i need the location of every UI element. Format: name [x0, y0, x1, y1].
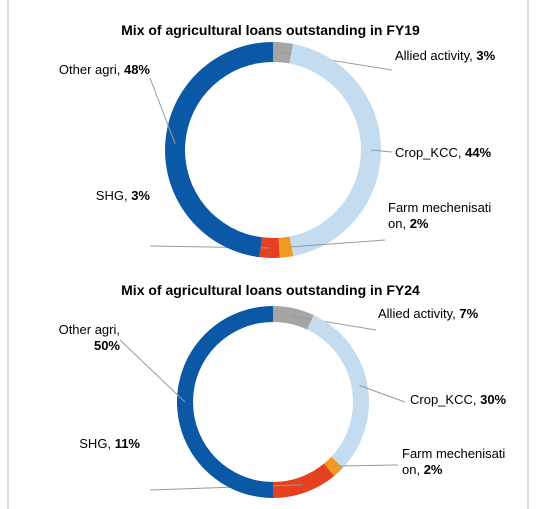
donut-slice — [289, 43, 382, 257]
category-label: Allied activity, — [378, 306, 456, 321]
donut-slice — [307, 315, 370, 468]
donut-slice — [164, 42, 273, 258]
category-label: Other agri, — [58, 322, 120, 337]
data-label: SHG, 3% — [40, 188, 150, 204]
category-label: Other agri, — [58, 62, 121, 77]
data-label: Crop_KCC, 30% — [410, 392, 510, 408]
value-label: 2% — [423, 462, 443, 477]
value-label: 50% — [93, 338, 120, 353]
leader-line — [292, 315, 377, 331]
category-label: Farm mechenisati on, — [388, 200, 492, 231]
leader-line — [119, 339, 186, 403]
category-label: Allied activity, — [395, 48, 473, 63]
value-label: 3% — [131, 188, 150, 203]
value-label: 30% — [480, 392, 507, 407]
category-label: SHG, — [79, 436, 112, 451]
chart-title: Mix of agricultural loans outstanding in… — [121, 22, 420, 38]
data-label: Farm mechenisati on, 2% — [388, 200, 498, 232]
data-label: Farm mechenisati on, 2% — [402, 446, 512, 478]
data-label: Allied activity, 7% — [378, 306, 488, 322]
donut-slice — [273, 463, 335, 498]
category-label: SHG, — [95, 188, 128, 203]
value-label: 48% — [123, 62, 150, 77]
value-label: 44% — [465, 145, 492, 160]
category-label: Farm mechenisati on, — [402, 446, 506, 477]
value-label: 2% — [409, 216, 429, 231]
value-label: 11% — [114, 436, 140, 451]
leader-line — [333, 464, 399, 467]
data-label: Crop_KCC, 44% — [395, 145, 535, 161]
donut-slice — [177, 306, 273, 498]
value-label: 7% — [459, 306, 479, 321]
leader-line — [149, 484, 303, 491]
data-label: Other agri, 50% — [30, 322, 120, 354]
value-label: 3% — [476, 48, 496, 63]
donut-slice — [273, 306, 314, 330]
leader-line — [285, 239, 386, 248]
category-label: Crop_KCC, — [410, 392, 477, 407]
leader-line — [359, 385, 406, 403]
data-label: Allied activity, 3% — [395, 48, 505, 64]
leader-line — [149, 77, 176, 145]
data-label: Other agri, 48% — [20, 62, 150, 78]
data-label: SHG, 11% — [30, 436, 140, 452]
leader-line — [370, 149, 393, 153]
category-label: Crop_KCC, — [395, 145, 462, 160]
chart-title: Mix of agricultural loans outstanding in… — [121, 282, 420, 298]
